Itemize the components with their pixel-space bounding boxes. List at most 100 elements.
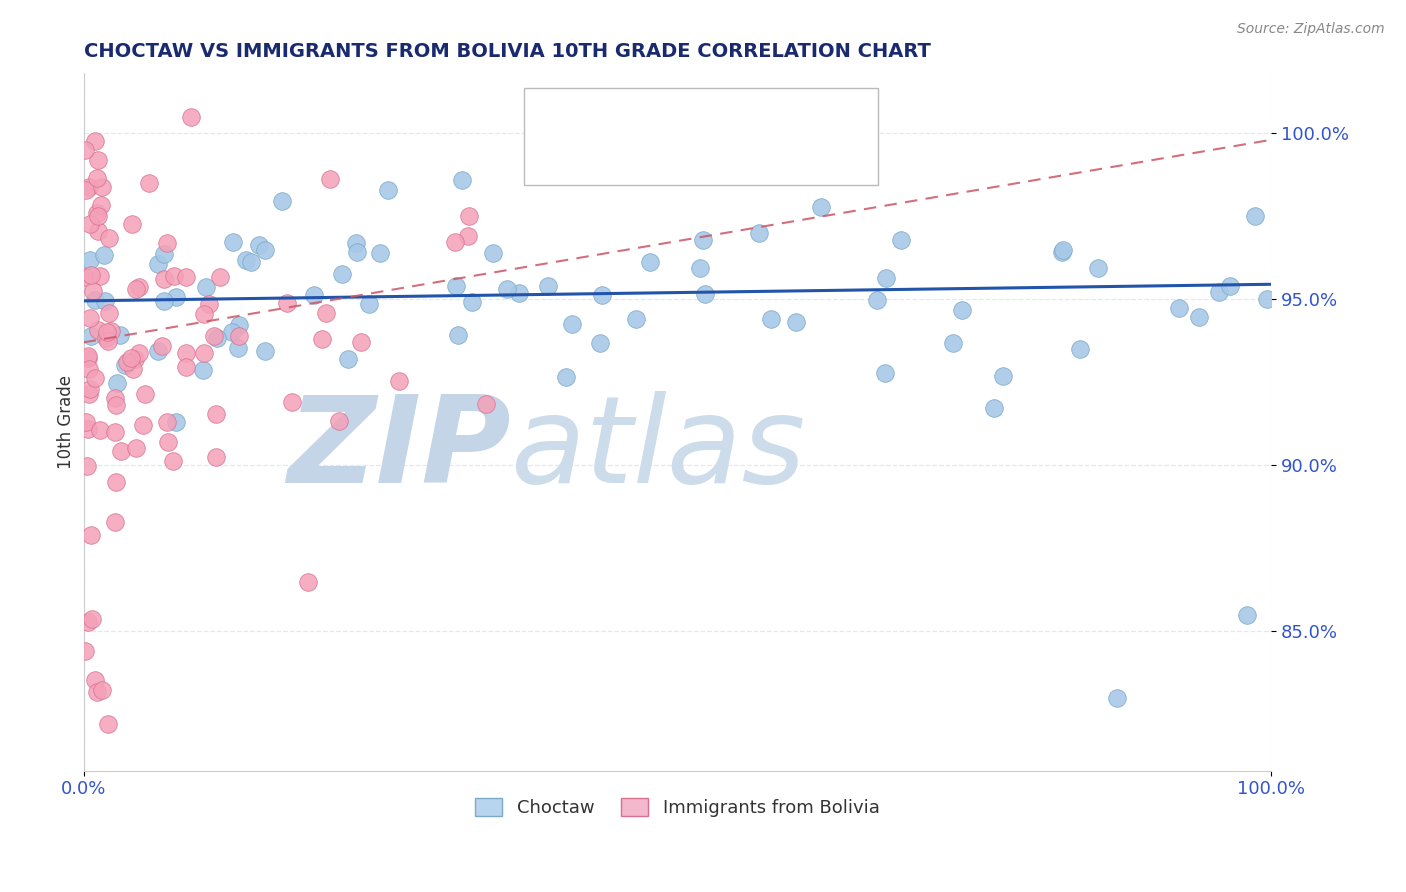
Point [89, 423, 111, 437]
Point [443, 235, 465, 249]
Point [350, 334, 373, 349]
Point [1188, 310, 1211, 325]
Point [105, 475, 128, 489]
Point [84, 370, 107, 384]
Point [87, 224, 110, 238]
Point [1208, 285, 1230, 300]
Point [450, 173, 472, 187]
Point [90, 683, 112, 698]
Point [75, 183, 97, 197]
Point [110, 444, 132, 458]
Point [124, 282, 146, 296]
Point [253, 243, 276, 257]
Text: R = 0.029: R = 0.029 [589, 151, 688, 169]
Point [495, 282, 517, 296]
Point [247, 238, 270, 252]
Point [508, 286, 530, 301]
Point [174, 270, 197, 285]
Text: ZIP: ZIP [287, 392, 510, 508]
Point [125, 441, 148, 455]
Point [163, 268, 186, 283]
Point [368, 246, 391, 260]
Point [693, 287, 716, 301]
Point [120, 351, 142, 366]
Point [104, 425, 127, 439]
Point [589, 336, 612, 351]
Point [942, 336, 965, 351]
Point [193, 363, 215, 377]
Point [156, 434, 179, 449]
Point [97, 334, 120, 349]
Point [114, 358, 136, 372]
Point [131, 417, 153, 432]
Point [555, 370, 578, 384]
Point [311, 332, 333, 346]
Point [100, 324, 122, 338]
Point [457, 209, 479, 223]
Point [150, 338, 173, 352]
Point [983, 401, 1005, 415]
Point [87, 209, 110, 223]
FancyBboxPatch shape [534, 142, 575, 177]
Point [105, 376, 128, 390]
Point [221, 325, 243, 339]
Point [1236, 607, 1258, 622]
Point [1050, 244, 1073, 259]
Point [276, 296, 298, 310]
Point [346, 244, 368, 259]
Point [315, 306, 337, 320]
Point [83, 293, 105, 307]
Point [83, 134, 105, 148]
Point [115, 355, 138, 369]
Point [193, 346, 215, 360]
Point [950, 303, 973, 318]
Point [146, 343, 169, 358]
Point [240, 255, 263, 269]
Point [222, 235, 245, 249]
Point [89, 268, 111, 283]
Point [271, 194, 294, 209]
Point [297, 574, 319, 589]
Point [98, 231, 121, 245]
Point [73, 644, 96, 658]
Point [75, 415, 97, 429]
Point [302, 288, 325, 302]
Point [388, 374, 411, 388]
Point [194, 280, 217, 294]
Point [1105, 690, 1128, 705]
Point [624, 311, 647, 326]
Point [79, 361, 101, 376]
Point [121, 217, 143, 231]
Point [761, 312, 783, 326]
Point [328, 414, 350, 428]
Point [76, 422, 98, 436]
Point [1244, 209, 1267, 223]
Text: atlas: atlas [510, 392, 807, 508]
Point [176, 346, 198, 360]
Point [155, 235, 177, 250]
Point [205, 450, 228, 465]
Point [77, 351, 100, 365]
Point [77, 615, 100, 630]
Point [482, 246, 505, 260]
Point [461, 294, 484, 309]
Point [202, 329, 225, 343]
Point [108, 328, 131, 343]
Point [638, 255, 661, 269]
Point [152, 247, 174, 261]
Point [591, 288, 613, 302]
Point [86, 205, 108, 219]
Point [162, 454, 184, 468]
Point [79, 387, 101, 401]
Point [80, 329, 103, 343]
Point [153, 272, 176, 286]
FancyBboxPatch shape [524, 87, 879, 186]
Text: N = 80: N = 80 [758, 103, 825, 121]
Point [76, 458, 98, 473]
Point [80, 268, 103, 282]
Point [138, 176, 160, 190]
Point [128, 346, 150, 360]
Point [94, 331, 117, 345]
Point [875, 271, 897, 285]
Point [128, 280, 150, 294]
